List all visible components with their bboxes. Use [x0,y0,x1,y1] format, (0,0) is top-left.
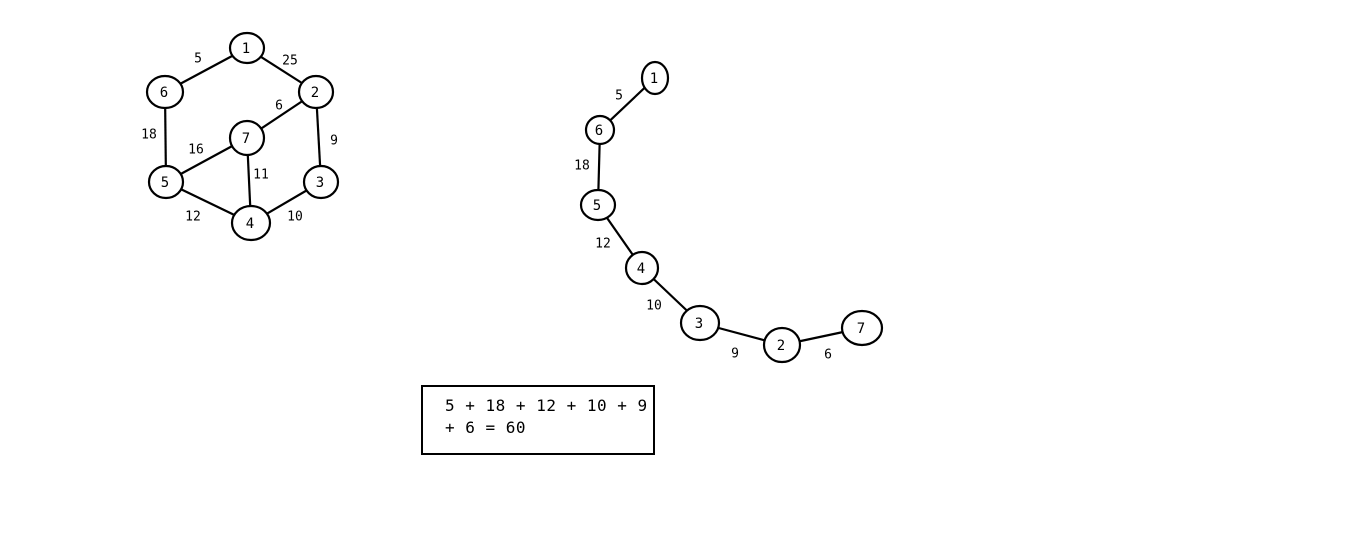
original-edge-weight-2-3: 9 [330,134,338,149]
total-weight-box: 5 + 18 + 12 + 10 + 9 + 6 = 60 [421,385,655,455]
original-node-circle-4 [230,204,272,242]
spanning-tree-node-circle-6 [584,114,616,146]
spanning-tree-node-label-2: 2 [777,338,785,354]
original-edge-weight-7-5: 16 [188,143,204,158]
original-node-3: 3 [302,164,340,200]
original-node-5: 5 [147,164,185,200]
original-node-6: 6 [145,74,185,110]
original-node-circle-6 [145,74,185,110]
original-node-label-3: 3 [316,175,324,191]
spanning-tree-edge-weight-1-6: 5 [615,89,623,104]
spanning-tree-edge-weight-5-4: 12 [595,237,611,252]
spanning-tree-node-7: 7 [840,309,884,347]
spanning-tree-graph: 5 18 12 10 9 6 1 6 5 4 3 2 7 [574,60,884,364]
original-node-circle-5 [147,164,185,200]
original-node-7: 7 [228,119,266,157]
spanning-tree-node-circle-5 [579,188,617,222]
spanning-tree-node-4: 4 [624,250,660,286]
original-edge-weight-1-2: 25 [282,54,298,69]
spanning-tree-node-label-6: 6 [595,123,603,139]
spanning-tree-node-2: 2 [762,326,802,364]
total-weight-line-1: 5 + 18 + 12 + 10 + 9 [445,396,648,415]
spanning-tree-node-circle-1 [640,60,670,96]
spanning-tree-node-label-1: 1 [650,71,658,87]
spanning-tree-edge-weight-3-2: 9 [731,347,739,362]
original-node-label-4: 4 [246,216,254,232]
original-node-label-2: 2 [311,85,319,101]
spanning-tree-node-circle-4 [624,250,660,286]
spanning-tree-edge-weight-4-3: 10 [646,299,662,314]
original-node-circle-2 [297,74,335,110]
original-node-1: 1 [228,31,266,65]
spanning-tree-node-3: 3 [679,304,721,342]
original-edge-weight-2-7: 6 [275,99,283,114]
spanning-tree-edge-weight-2-7: 6 [824,348,832,363]
spanning-tree-node-label-5: 5 [593,198,601,214]
spanning-tree-node-label-7: 7 [857,321,865,337]
original-node-label-7: 7 [242,131,250,147]
original-node-4: 4 [230,204,272,242]
original-edge-weight-5-4: 12 [185,210,201,225]
original-edge-weight-1-6: 5 [194,52,202,67]
spanning-tree-node-label-3: 3 [695,316,703,332]
total-weight-line-2: + 6 = 60 [445,418,527,437]
original-node-label-5: 5 [161,175,169,191]
spanning-tree-node-circle-7 [840,309,884,347]
spanning-tree-node-circle-3 [679,304,721,342]
original-edge-weight-6-5: 18 [141,128,157,143]
spanning-tree-node-1: 1 [640,60,670,96]
original-node-circle-1 [228,31,266,65]
original-edge-weight-4-3: 10 [287,210,303,225]
original-node-label-6: 6 [160,85,168,101]
spanning-tree-node-label-4: 4 [637,261,645,277]
spanning-tree-edge-weight-6-5: 18 [574,159,590,174]
original-node-circle-7 [228,119,266,157]
original-node-circle-3 [302,164,340,200]
original-edge-weight-7-4: 11 [253,168,269,183]
spanning-tree-node-circle-2 [762,326,802,364]
original-node-2: 2 [297,74,335,110]
spanning-tree-node-6: 6 [584,114,616,146]
original-node-label-1: 1 [242,41,250,57]
spanning-tree-node-5: 5 [579,188,617,222]
